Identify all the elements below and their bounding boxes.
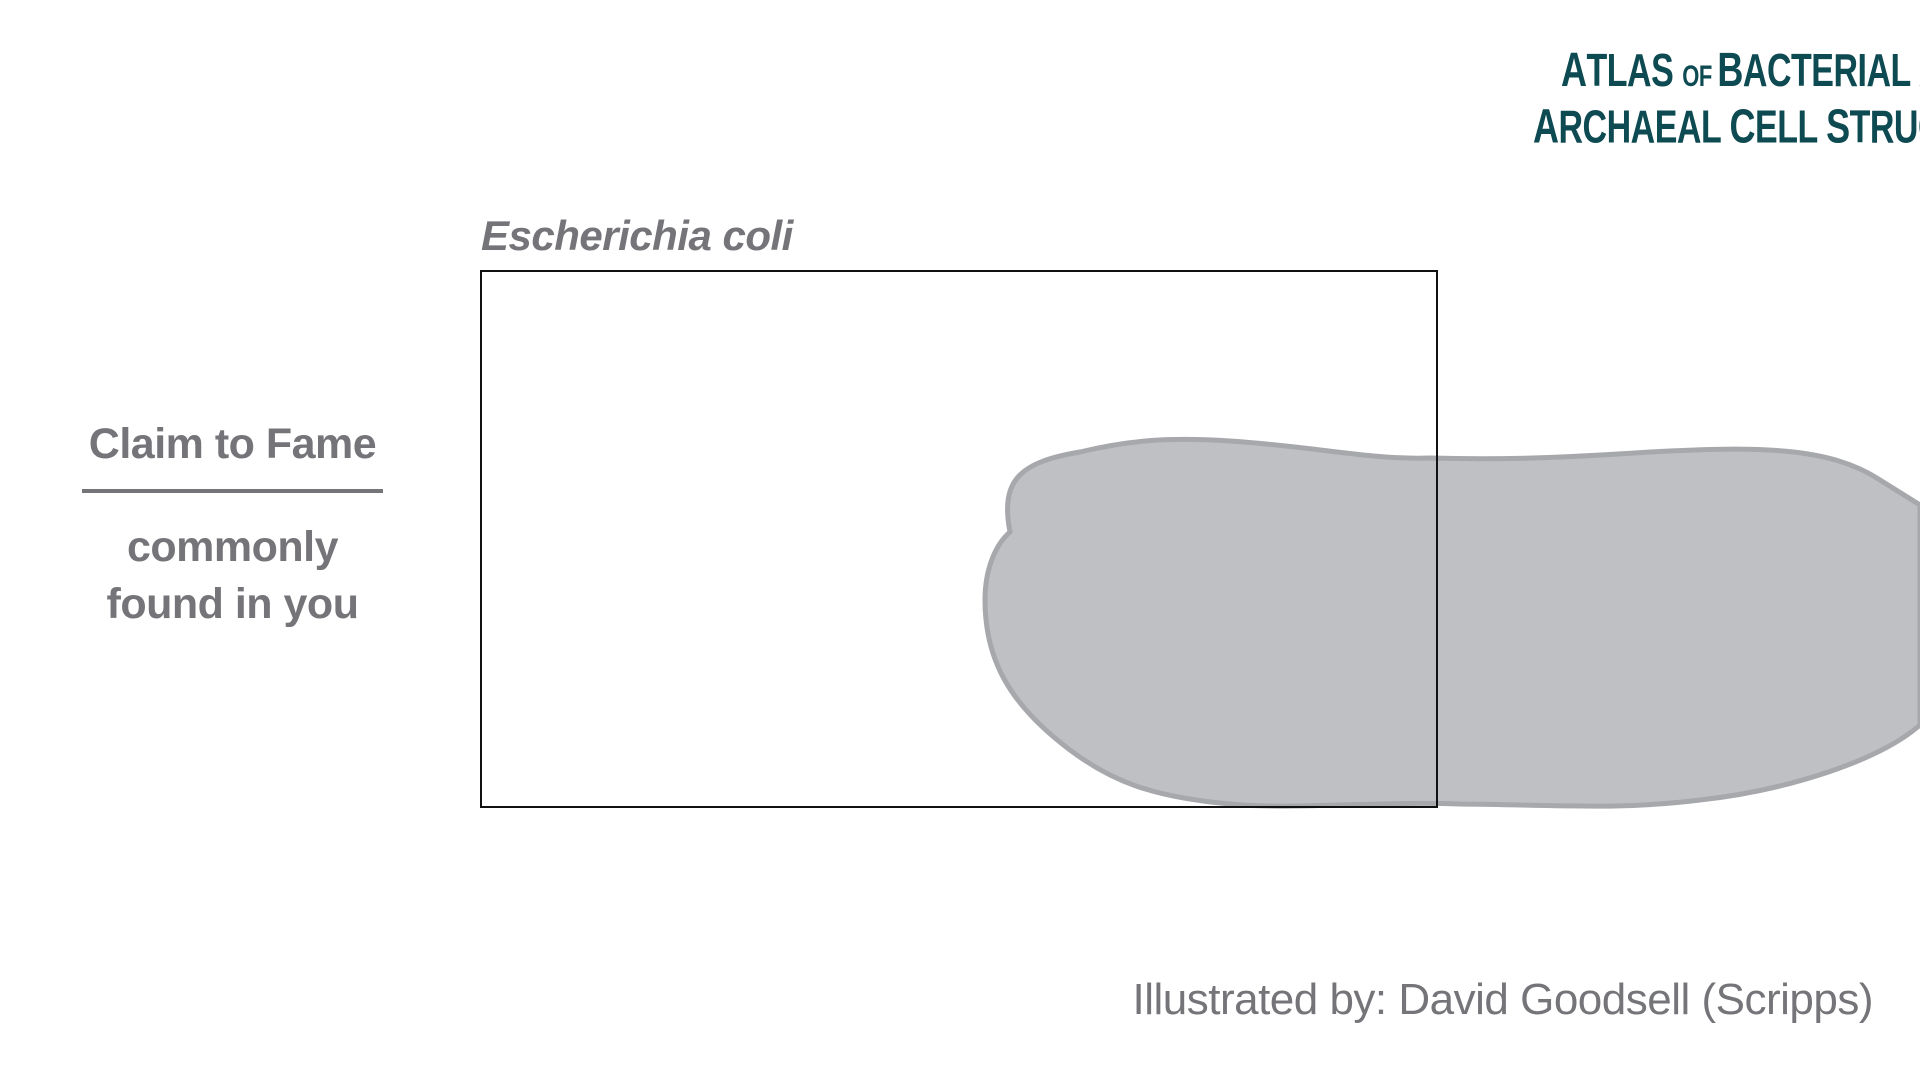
logo-line-2: ARCHAEAL CELL STRUCTURE <box>1533 101 1920 154</box>
bacterium-cell-shape <box>982 436 1920 809</box>
atlas-logo: ATLAS OF BACTERIAL AND ARCHAEAL CELL STR… <box>1533 45 1920 151</box>
logo-part: RCHAEAL <box>1558 102 1730 154</box>
logo-line-1: ATLAS OF BACTERIAL AND <box>1533 45 1920 97</box>
claim-text-line: found in you <box>106 580 359 628</box>
logo-part: OF <box>1682 58 1718 93</box>
logo-part: A <box>1561 41 1587 97</box>
illustrator-credit: Illustrated by: David Goodsell (Scripps) <box>1132 975 1873 1024</box>
logo-part: A <box>1533 97 1559 154</box>
claim-text-line: commonly <box>126 523 339 571</box>
logo-part: S <box>1826 97 1850 154</box>
divider <box>82 489 383 493</box>
logo-part: B <box>1717 41 1743 97</box>
logo-part: C <box>1729 97 1756 154</box>
logo-part: TRUCTURE <box>1849 102 1920 154</box>
species-name: Escherichia coli <box>481 212 793 259</box>
logo-part: TLAS <box>1586 45 1683 97</box>
logo-part: ELL <box>1755 102 1827 154</box>
claim-heading: Claim to Fame <box>88 420 377 468</box>
claim-to-fame-panel: Claim to Fame commonly found in you <box>80 420 385 633</box>
logo-part: ACTERIAL <box>1742 45 1920 97</box>
image-frame <box>480 270 1438 808</box>
claim-text: commonly found in you <box>80 519 385 633</box>
